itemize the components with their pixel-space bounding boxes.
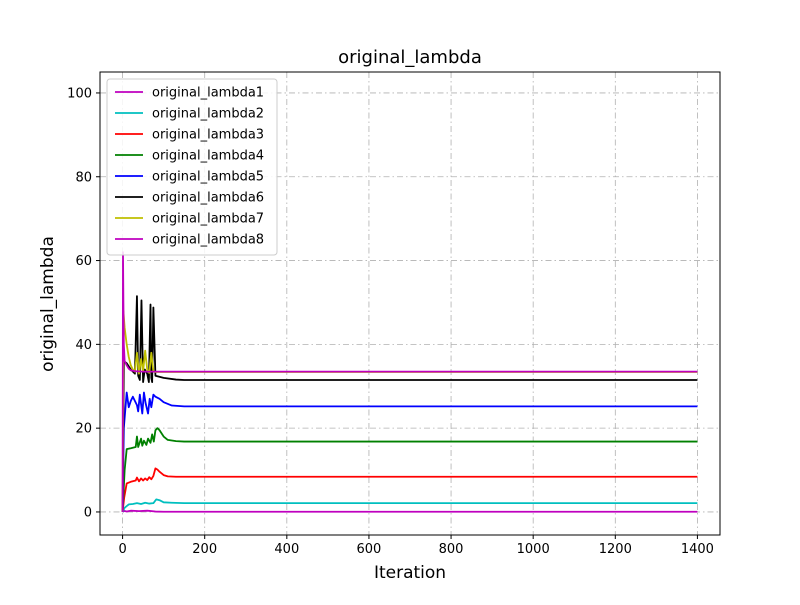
x-tick-layer: 0 200 400 600 800 1000 1200 1400 [118, 535, 714, 557]
legend-label: original_lambda5 [152, 170, 264, 185]
legend-label: original_lambda4 [152, 149, 264, 164]
series-layer [121, 251, 698, 513]
legend-label: original_lambda6 [152, 191, 264, 206]
y-axis-label: original_lambda [38, 236, 58, 372]
y-tick-label: 100 [67, 86, 92, 101]
legend-label: original_lambda7 [152, 212, 264, 227]
series-line-8 [121, 251, 698, 512]
x-tick-label: 200 [192, 542, 217, 557]
legend-label: original_lambda2 [152, 107, 264, 122]
x-tick-label: 0 [118, 542, 126, 557]
x-tick-label: 1200 [599, 542, 632, 557]
x-tick-label: 1400 [681, 542, 714, 557]
y-tick-layer: 0 20 40 60 80 100 [67, 86, 100, 520]
series-line-1 [121, 509, 698, 513]
grid-layer [100, 72, 720, 535]
series-line-5 [121, 391, 698, 512]
legend-label: original_lambda3 [152, 128, 264, 143]
y-tick-label: 40 [75, 338, 92, 353]
x-tick-label: 600 [357, 542, 382, 557]
legend: original_lambda1 original_lambda2 original… [106, 78, 278, 256]
x-axis-label: Iteration [374, 563, 446, 583]
y-tick-label: 0 [84, 505, 92, 520]
x-tick-label: 1000 [517, 542, 550, 557]
y-tick-label: 60 [75, 254, 92, 269]
x-tick-label: 400 [274, 542, 299, 557]
legend-box [106, 78, 278, 256]
y-tick-label: 80 [75, 170, 92, 185]
chart-title: original_lambda [338, 47, 482, 68]
series-line-4 [121, 427, 698, 512]
y-tick-label: 20 [75, 422, 92, 437]
legend-label: original_lambda1 [152, 86, 264, 101]
legend-label: original_lambda8 [152, 233, 264, 248]
series-line-3 [121, 467, 698, 513]
x-tick-label: 800 [439, 542, 464, 557]
series-line-2 [121, 498, 698, 513]
plot-frame [99, 71, 721, 536]
